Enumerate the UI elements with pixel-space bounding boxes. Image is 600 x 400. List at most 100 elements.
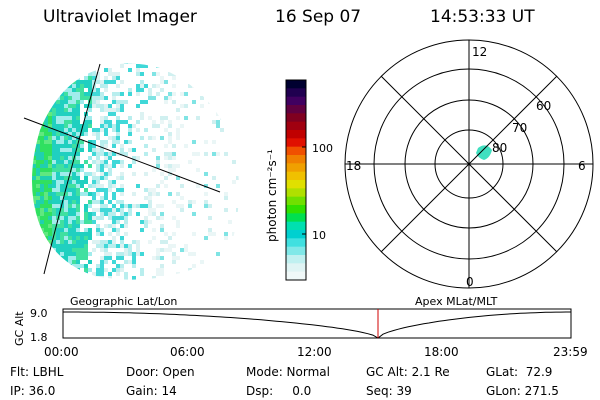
globe-pixel <box>76 100 80 104</box>
globe-pixel <box>68 220 72 224</box>
globe-pixel <box>92 80 96 84</box>
globe-pixel <box>76 76 80 80</box>
globe-pixel <box>76 260 80 264</box>
globe-pixel <box>176 132 180 136</box>
globe-pixel <box>52 172 56 176</box>
globe-pixel <box>40 152 44 156</box>
globe-pixel <box>116 268 120 272</box>
globe-pixel <box>128 248 132 252</box>
globe-pixel <box>132 204 136 208</box>
globe-pixel <box>68 272 72 276</box>
globe-pixel <box>92 88 96 92</box>
globe-pixel <box>136 72 140 76</box>
globe-pixel <box>204 200 208 204</box>
globe-pixel <box>136 92 140 96</box>
globe-pixel <box>44 216 48 220</box>
globe-pixel <box>204 184 208 188</box>
globe-pixel <box>88 144 92 148</box>
globe-pixel <box>52 132 56 136</box>
globe-pixel <box>60 196 64 200</box>
globe-pixel <box>44 184 48 188</box>
globe-pixel <box>84 240 88 244</box>
globe-pixel <box>84 63 88 64</box>
globe-pixel <box>24 196 28 200</box>
globe-pixel <box>60 208 64 212</box>
globe-pixel <box>104 116 108 120</box>
globe-pixel <box>40 136 44 140</box>
globe-pixel <box>176 56 180 60</box>
globe-pixel <box>236 148 239 152</box>
globe-pixel <box>48 63 52 64</box>
globe-pixel <box>68 216 72 220</box>
globe-pixel <box>176 224 180 228</box>
globe-pixel <box>44 276 48 280</box>
globe-pixel <box>128 88 132 92</box>
globe-pixel <box>120 192 124 196</box>
globe-pixel <box>212 176 216 180</box>
globe-pixel <box>40 116 44 120</box>
globe-pixel <box>84 216 88 220</box>
globe-pixel <box>32 96 36 100</box>
globe-pixel <box>192 252 196 256</box>
globe-pixel <box>56 76 60 80</box>
globe-pixel <box>24 92 28 96</box>
globe-pixel <box>48 156 52 160</box>
globe-pixel <box>108 124 112 128</box>
globe-pixel <box>40 88 44 92</box>
globe-pixel <box>240 160 244 164</box>
globe-pixel <box>60 264 64 268</box>
globe-pixel <box>160 80 164 84</box>
globe-pixel <box>36 228 40 232</box>
globe-pixel <box>40 208 44 212</box>
timeline-panel <box>62 308 572 339</box>
globe-pixel <box>64 168 68 172</box>
globe-pixel <box>100 200 104 204</box>
globe-pixel <box>72 196 76 200</box>
globe-pixel <box>40 96 44 100</box>
polar-plot <box>344 39 594 289</box>
globe-pixel <box>72 124 76 128</box>
globe-pixel <box>68 232 72 236</box>
globe-pixel <box>172 68 176 72</box>
timeline-y-min: 1.8 <box>30 331 48 344</box>
globe-pixel <box>40 196 44 200</box>
globe-pixel <box>116 120 120 124</box>
globe-pixel <box>31 272 32 276</box>
globe-pixel <box>84 128 88 132</box>
globe-pixel <box>52 84 56 88</box>
info-seq: Seq: 39 <box>366 384 412 398</box>
info-gc-alt: GC Alt: 2.1 Re <box>366 365 450 379</box>
globe-pixel <box>64 280 68 284</box>
globe-pixel <box>48 240 52 244</box>
globe-pixel <box>44 128 48 132</box>
globe-pixel <box>24 168 28 172</box>
globe-pixel <box>72 192 76 196</box>
globe-pixel <box>88 104 92 108</box>
globe-pixel <box>56 116 60 120</box>
globe-pixel <box>112 220 116 224</box>
globe-pixel <box>44 120 48 124</box>
globe-pixel <box>100 152 104 156</box>
globe-pixel <box>31 240 32 244</box>
globe-pixel <box>232 260 236 264</box>
globe-pixel <box>120 172 124 176</box>
globe-pixel <box>156 84 160 88</box>
globe-pixel <box>108 272 112 276</box>
globe-pixel <box>64 208 68 212</box>
globe-pixel <box>76 180 80 184</box>
globe-pixel <box>160 284 164 288</box>
globe-pixel <box>48 220 52 224</box>
globe-pixel <box>72 212 76 216</box>
globe-pixel <box>224 80 228 84</box>
globe-pixel <box>36 236 40 240</box>
globe-pixel <box>56 256 60 260</box>
globe-pixel <box>32 63 36 64</box>
polar-lat-70: 70 <box>512 121 527 135</box>
globe-pixel <box>52 220 56 224</box>
globe-pixel <box>48 212 52 216</box>
globe-pixel <box>136 244 140 248</box>
globe-pixel <box>96 100 100 104</box>
globe-pixel <box>156 192 160 196</box>
globe-pixel <box>44 144 48 148</box>
globe-pixel <box>176 176 180 180</box>
